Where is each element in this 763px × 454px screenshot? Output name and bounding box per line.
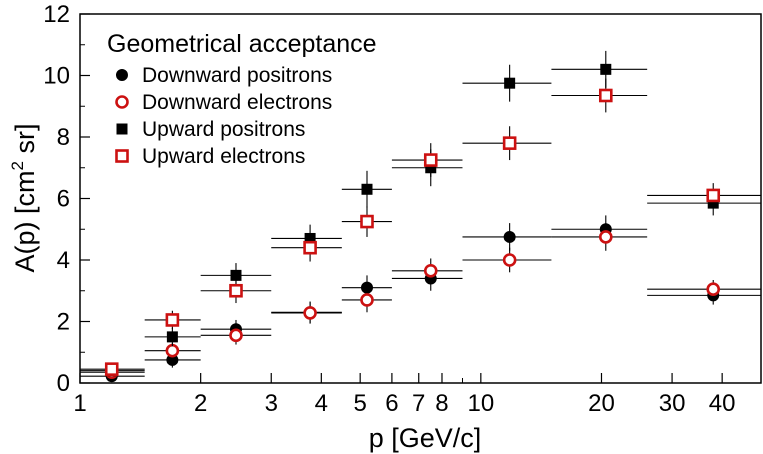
legend: Geometrical acceptance Downward positron…	[107, 30, 377, 168]
x-tick-label: 3	[265, 390, 278, 417]
x-axis-label: p [GeV/c]	[369, 423, 482, 453]
data-point	[423, 263, 438, 278]
y-tick-label: 4	[57, 247, 70, 274]
series-3	[80, 78, 761, 376]
y-tick-label: 12	[43, 1, 70, 28]
legend-title: Geometrical acceptance	[107, 30, 377, 58]
data-point	[165, 313, 180, 327]
x-tick-label: 1	[73, 390, 86, 417]
data-point	[360, 214, 374, 229]
legend-label: Upward electrons	[142, 145, 305, 168]
y-tick-label: 0	[57, 370, 70, 397]
x-tick-label: 2	[194, 390, 207, 417]
x-tick-label: 10	[467, 390, 494, 417]
data-point	[598, 230, 613, 244]
x-tick-label: 7	[412, 390, 425, 417]
y-tick-label: 8	[57, 124, 70, 151]
data-point	[230, 269, 242, 281]
y-axis-label-tail: sr]	[10, 124, 40, 162]
y-axis-label-sup: 2	[8, 161, 27, 170]
data-point	[165, 343, 180, 358]
x-tick-label: 8	[435, 390, 448, 417]
legend-marker	[116, 123, 128, 135]
series-0	[80, 215, 761, 383]
data-point	[504, 77, 516, 89]
data-point	[360, 293, 374, 307]
x-tick-label: 4	[315, 390, 328, 417]
data-point	[303, 240, 317, 255]
legend-items: Downward positrons Downward electrons Upwa…	[115, 64, 332, 168]
data-point	[503, 230, 516, 243]
x-tick-label: 5	[353, 390, 366, 417]
x-tick-label: 30	[659, 390, 686, 417]
series-1	[80, 223, 761, 380]
data-layer	[80, 50, 761, 383]
plot-frame	[79, 13, 762, 384]
data-point	[423, 153, 438, 167]
legend-marker	[116, 69, 128, 81]
y-axis-label: A(p) [cm2 sr]	[8, 124, 40, 273]
data-point	[166, 331, 178, 343]
data-point	[303, 306, 317, 320]
data-point	[104, 362, 119, 376]
data-point	[229, 328, 243, 343]
data-point	[598, 88, 613, 103]
y-tick-label: 10	[43, 63, 70, 90]
data-point	[706, 282, 721, 297]
x-tick-label: 6	[385, 390, 398, 417]
data-point	[600, 63, 612, 75]
legend-marker	[115, 95, 129, 109]
y-tick-label: 6	[57, 186, 70, 213]
data-point	[361, 183, 373, 195]
y-tick-label: 2	[57, 309, 70, 336]
x-tick-label: 20	[588, 390, 615, 417]
x-tick-label: 40	[709, 390, 736, 417]
legend-label: Downward positrons	[142, 64, 332, 87]
data-point	[502, 136, 517, 150]
y-axis-label-main: A(p) [cm	[10, 170, 40, 272]
legend-label: Upward positrons	[142, 118, 305, 141]
data-point	[502, 253, 517, 267]
data-point	[229, 283, 243, 298]
legend-label: Downward electrons	[142, 91, 332, 114]
legend-marker	[115, 149, 129, 163]
data-point	[706, 188, 721, 203]
